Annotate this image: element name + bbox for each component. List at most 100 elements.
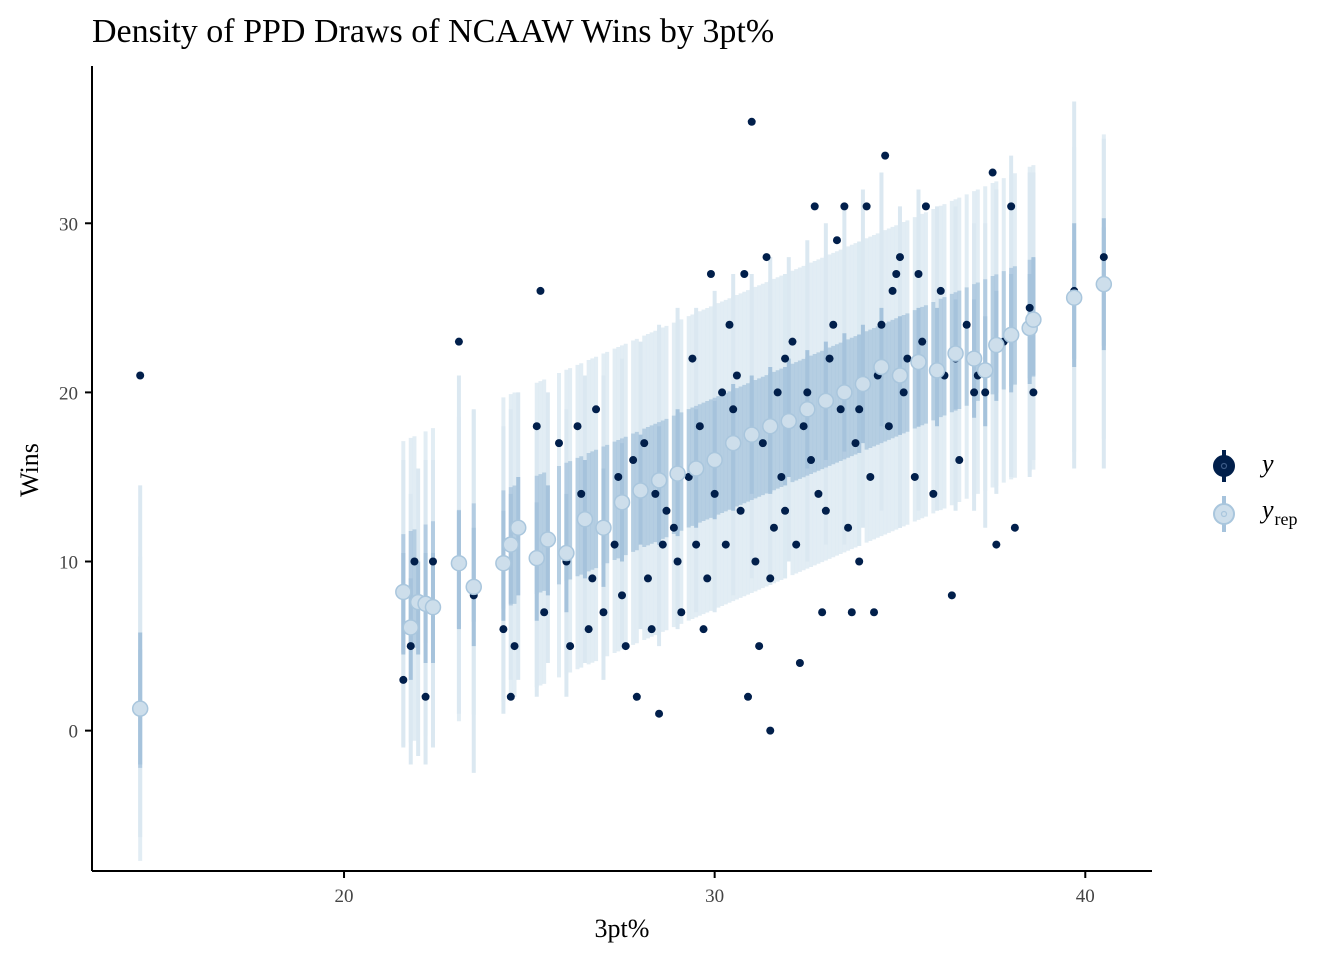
x-axis-ticks: 20 30 40: [335, 871, 1095, 907]
predicted-points: [131, 275, 1113, 717]
plot-area: [131, 101, 1113, 861]
observed-point-103: [769, 523, 778, 532]
observed-point-61: [921, 202, 930, 211]
observed-point-123: [884, 422, 893, 431]
x-tick-label-2: 40: [1076, 886, 1095, 907]
observed-point-54: [870, 608, 879, 617]
observed-point-6: [454, 337, 463, 346]
predicted-point-35: [965, 350, 983, 367]
observed-point-71: [1007, 202, 1016, 211]
observed-point-5: [428, 557, 437, 566]
observed-point-100: [703, 574, 712, 583]
observed-point-12: [536, 286, 545, 295]
predicted-point-31: [891, 367, 909, 384]
observed-point-49: [832, 236, 841, 245]
predicted-point-7: [465, 578, 482, 596]
observed-point-88: [814, 489, 823, 498]
observed-points: [136, 117, 1108, 735]
observed-point-86: [777, 472, 786, 481]
predicted-point-41: [1065, 289, 1083, 306]
observed-point-0: [136, 371, 145, 380]
observed-point-59: [903, 354, 912, 363]
observed-point-9: [506, 692, 515, 701]
observed-point-44: [795, 658, 804, 667]
legend-y-symbol: [1213, 455, 1235, 477]
predicted-point-1: [395, 583, 412, 601]
observed-point-73: [1025, 303, 1034, 312]
observed-point-42: [781, 506, 790, 515]
predicted-point-22: [724, 434, 742, 452]
observed-point-32: [718, 388, 727, 397]
predicted-point-12: [539, 531, 557, 548]
predicted-point-25: [780, 412, 798, 430]
predicted-point-10: [509, 519, 527, 536]
observed-point-102: [751, 557, 760, 566]
observed-point-57: [888, 286, 897, 295]
observed-point-79: [629, 456, 638, 465]
observed-point-106: [844, 523, 853, 532]
observed-point-109: [658, 540, 667, 549]
observed-point-89: [836, 405, 845, 414]
observed-point-36: [744, 692, 753, 701]
observed-point-26: [662, 506, 671, 515]
legend-y-label: y: [1259, 449, 1274, 478]
observed-point-72: [1010, 523, 1019, 532]
observed-point-60: [910, 472, 919, 481]
predicted-point-27: [817, 392, 835, 410]
predicted-point-16: [613, 494, 631, 511]
observed-point-122: [855, 557, 864, 566]
predicted-point-33: [928, 362, 946, 379]
y-tick-label-1: 10: [59, 553, 78, 574]
observed-point-85: [758, 439, 767, 448]
observed-point-22: [632, 692, 641, 701]
observed-point-104: [792, 540, 801, 549]
observed-point-77: [577, 489, 586, 498]
predicted-point-17: [632, 482, 649, 499]
predicted-point-30: [873, 358, 890, 376]
observed-point-121: [807, 456, 816, 465]
predicted-point-21: [706, 451, 723, 469]
observed-point-10: [510, 642, 519, 651]
x-tick-label-1: 30: [705, 886, 724, 907]
predicted-point-36: [976, 362, 994, 379]
observed-point-33: [725, 320, 734, 329]
predicted-point-23: [743, 426, 760, 443]
predicted-point-11: [528, 549, 546, 567]
observed-point-81: [669, 523, 678, 532]
predicted-point-14: [576, 510, 594, 528]
observed-point-68: [981, 388, 990, 397]
observed-point-34: [732, 371, 741, 380]
predicted-point-34: [947, 345, 964, 362]
observed-point-65: [955, 456, 964, 465]
predicted-point-15: [595, 519, 612, 536]
observed-point-27: [677, 608, 686, 617]
observed-point-16: [573, 422, 582, 431]
predicted-point-26: [799, 401, 816, 418]
observed-point-116: [970, 388, 979, 397]
predicted-point-8: [495, 554, 512, 572]
predicted-point-38: [1002, 326, 1020, 344]
x-tick-label-0: 20: [335, 886, 354, 907]
observed-point-15: [566, 642, 575, 651]
observed-point-17: [584, 625, 593, 634]
observed-point-47: [818, 608, 827, 617]
observed-point-20: [610, 540, 619, 549]
observed-point-48: [825, 354, 834, 363]
observed-point-31: [706, 270, 715, 279]
predicted-point-13: [558, 544, 575, 562]
observed-point-87: [799, 422, 808, 431]
observed-point-50: [840, 202, 849, 211]
observed-point-69: [992, 540, 1001, 549]
y-axis-ticks: 0 10 20 30: [59, 214, 92, 743]
legend-yrep-label: yrep: [1259, 495, 1298, 529]
observed-point-18: [592, 405, 601, 414]
observed-point-99: [673, 557, 682, 566]
observed-point-97: [618, 591, 626, 600]
predicted-point-37: [988, 336, 1005, 354]
observed-point-51: [847, 608, 856, 617]
x-axis-label: 3pt%: [595, 914, 650, 943]
observed-point-3: [410, 557, 419, 566]
predicted-point-0: [131, 700, 149, 717]
legend-item-y: y: [1213, 449, 1274, 482]
